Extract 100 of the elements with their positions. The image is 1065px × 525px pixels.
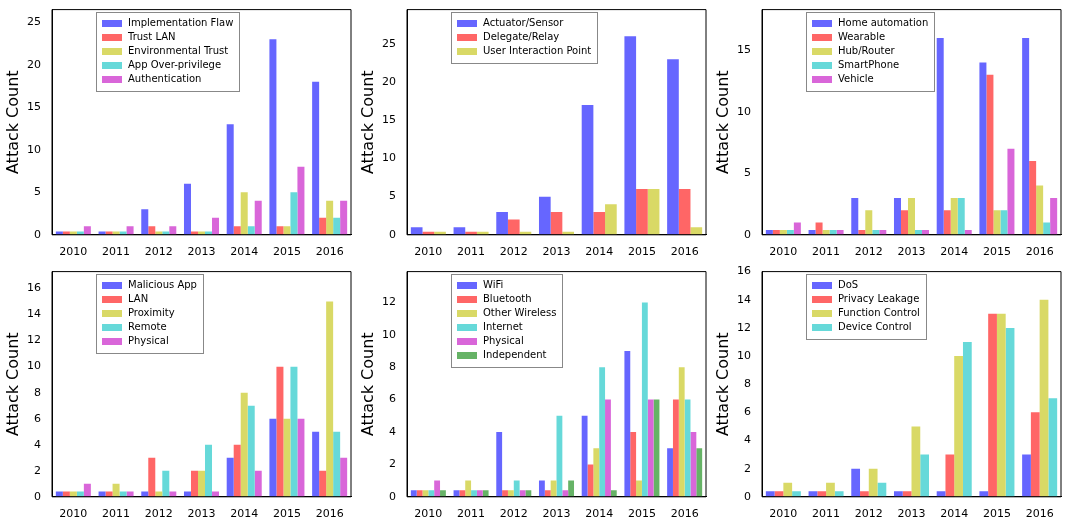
- bar: [502, 490, 508, 497]
- y-tick-label: 20: [27, 57, 41, 71]
- bar: [141, 209, 149, 235]
- y-axis-title: Attack Count: [357, 332, 377, 437]
- bar: [641, 302, 648, 497]
- legend-label: Home automation: [838, 16, 929, 30]
- bar: [333, 431, 341, 497]
- legend-label: Environmental Trust: [128, 44, 229, 58]
- bar: [297, 166, 305, 235]
- bar: [550, 480, 557, 497]
- legend-label: Delegate/Relay: [483, 30, 560, 44]
- bar: [247, 226, 255, 235]
- bar: [599, 367, 606, 497]
- bar: [297, 418, 305, 497]
- bar: [851, 468, 861, 497]
- x-tick-label: 2011: [102, 507, 131, 521]
- y-tick-label: 25: [382, 36, 396, 50]
- bar: [1030, 412, 1040, 497]
- bar: [319, 470, 327, 497]
- bar: [83, 483, 91, 497]
- bar: [1036, 185, 1044, 235]
- bar: [1022, 454, 1031, 497]
- bar: [865, 210, 873, 235]
- bar: [902, 491, 912, 497]
- x-tick-label: 2010: [414, 245, 443, 259]
- bar: [496, 211, 508, 235]
- y-tick-label: 15: [382, 113, 396, 127]
- bar: [817, 491, 827, 497]
- bar: [276, 226, 284, 235]
- bar: [496, 431, 503, 497]
- bar: [148, 457, 156, 497]
- bar: [283, 226, 291, 235]
- x-tick-label: 2010: [769, 507, 798, 521]
- x-tick-label: 2013: [187, 245, 216, 259]
- bar: [943, 210, 951, 235]
- legend-label: Independent: [483, 348, 547, 362]
- x-tick-label: 2014: [940, 507, 969, 521]
- bar: [1029, 160, 1037, 235]
- bar: [538, 196, 551, 235]
- bar: [126, 226, 134, 235]
- bar: [183, 183, 191, 235]
- bar: [678, 367, 685, 497]
- bar: [793, 222, 801, 235]
- bar: [83, 226, 91, 235]
- x-tick-label: 2015: [272, 507, 301, 521]
- bar: [667, 448, 673, 497]
- legend-label: Hub/Router: [838, 44, 895, 58]
- bar: [340, 457, 348, 497]
- bar: [979, 62, 987, 235]
- bar: [410, 490, 417, 497]
- bar: [647, 399, 654, 497]
- y-tick-label: 10: [27, 359, 41, 373]
- legend-label: LAN: [128, 292, 149, 306]
- legend-label: Other Wireless: [483, 306, 557, 320]
- x-tick-label: 2016: [670, 245, 699, 259]
- y-tick-label: 10: [737, 104, 751, 118]
- legend-label: Implementation Flaw: [128, 16, 234, 30]
- bar: [212, 217, 220, 235]
- x-tick-label: 2015: [982, 507, 1011, 521]
- bar: [593, 448, 600, 497]
- legend-label: SmartPhone: [838, 58, 900, 72]
- x-tick-label: 2016: [1025, 507, 1054, 521]
- bar: [605, 399, 611, 497]
- bar: [893, 491, 903, 497]
- y-tick-label: 10: [382, 151, 396, 165]
- bar: [605, 204, 617, 235]
- bar: [792, 491, 801, 497]
- x-tick-label: 2011: [812, 245, 841, 259]
- x-tick-label: 2010: [769, 245, 798, 259]
- bar: [290, 192, 298, 235]
- y-tick-label: 10: [27, 142, 41, 156]
- x-tick-label: 2010: [59, 507, 88, 521]
- x-tick-label: 2012: [499, 507, 528, 521]
- y-tick-label: 4: [744, 433, 751, 447]
- bar: [667, 59, 679, 235]
- x-tick-label: 2011: [102, 245, 131, 259]
- bar: [434, 480, 441, 497]
- bar: [945, 454, 955, 497]
- y-axis-title: Attack Count: [712, 332, 732, 437]
- bar: [568, 480, 575, 497]
- bar: [1005, 327, 1015, 497]
- y-tick-label: 2: [744, 461, 751, 475]
- x-tick-label: 2010: [414, 507, 443, 521]
- bar: [240, 192, 248, 235]
- y-tick-label: 4: [389, 424, 396, 438]
- bar: [112, 483, 120, 497]
- legend-label: Physical: [128, 334, 169, 348]
- bar: [254, 200, 262, 235]
- bar: [326, 200, 334, 235]
- x-tick-label: 2011: [812, 507, 841, 521]
- legend-label: Vehicle: [838, 72, 874, 86]
- bar: [507, 490, 514, 497]
- legend-label: Malicious App: [128, 278, 197, 292]
- legend-label: Wearable: [838, 30, 886, 44]
- bar: [826, 482, 835, 497]
- bar: [624, 350, 631, 497]
- bar: [1043, 222, 1051, 235]
- y-tick-label: 10: [737, 348, 751, 362]
- legend-label: Actuator/Sensor: [483, 16, 564, 30]
- y-tick-label: 14: [737, 292, 751, 306]
